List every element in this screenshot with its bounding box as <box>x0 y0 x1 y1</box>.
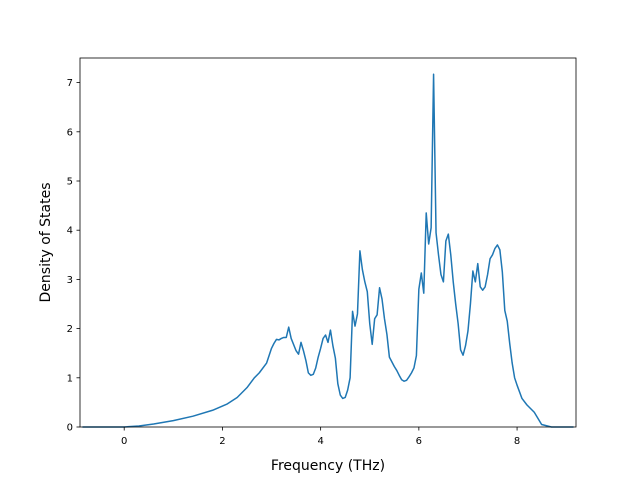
y-axis-ticks: 0 1 2 3 4 5 6 7 <box>67 78 80 434</box>
y-tick-label: 0 <box>67 423 73 434</box>
y-tick-label: 1 <box>67 373 73 384</box>
dos-series-line-0 <box>82 73 574 428</box>
y-tick-label: 5 <box>67 177 73 188</box>
y-tick-label: 6 <box>67 127 73 138</box>
x-axis-label: Frequency (THz) <box>271 458 385 474</box>
y-tick-label: 2 <box>67 324 73 335</box>
x-tick-label: 8 <box>514 436 520 447</box>
x-tick-label: 0 <box>121 436 127 447</box>
plot-area <box>82 73 574 428</box>
x-tick-label: 4 <box>317 436 323 447</box>
x-tick-label: 6 <box>416 436 422 447</box>
x-tick-label: 2 <box>219 436 225 447</box>
y-tick-label: 3 <box>67 275 73 286</box>
y-tick-label: 7 <box>67 78 73 89</box>
axes-frame <box>79 57 577 428</box>
x-axis-ticks: 0 2 4 6 8 <box>121 427 520 447</box>
y-tick-label: 4 <box>67 226 73 237</box>
y-axis-label: Density of States <box>38 183 54 303</box>
